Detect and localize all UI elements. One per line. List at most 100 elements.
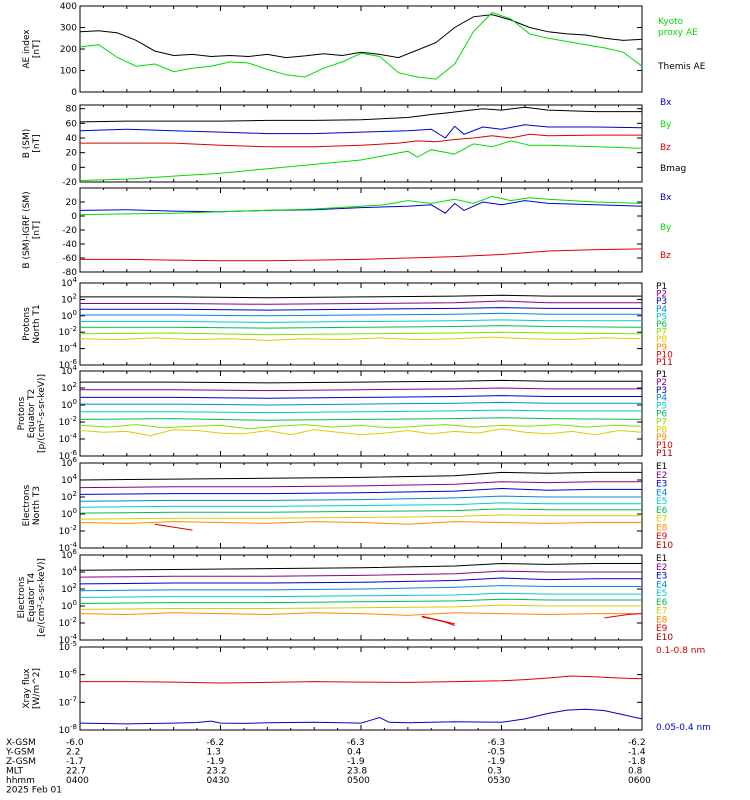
panel-bigrf: -80 -60 -40 -20 0 20 B (SM)-IGRF (SM) [nT] Bx By B…	[22, 187, 672, 278]
y-tick-label: 102	[61, 292, 77, 305]
y-tick-label: 10-6	[59, 358, 78, 371]
series-line	[80, 409, 642, 414]
y-tick-label: 104	[61, 276, 77, 289]
y-tick-label: 102	[61, 381, 77, 394]
panel-frame	[79, 282, 643, 366]
y-tick-label: 20	[66, 198, 78, 208]
y-axis-label: Xray flux	[22, 668, 32, 709]
y-axis-label: B (SM)	[22, 129, 32, 159]
legend-entry: Bx	[660, 98, 672, 108]
panel-ee4: 106 104 102 100 10-2 10-4 Electrons Equator T4[…	[17, 548, 673, 646]
legend-entry: Bmag	[660, 164, 686, 174]
time-axis-value: -6.0	[66, 738, 84, 748]
legend-entry: P4	[656, 305, 667, 315]
y-tick-label: 100	[60, 67, 77, 77]
series-line	[79, 14, 643, 59]
legend-entry: P9	[656, 433, 667, 443]
legend-entry: 0.1-0.8 nm	[656, 646, 705, 656]
legend-entry: Bz	[660, 251, 671, 261]
series-line	[79, 487, 642, 495]
series-line	[80, 675, 643, 684]
legend-entry: E6	[656, 598, 668, 608]
series-line	[79, 604, 642, 610]
time-axis-row-label: Y-GSM	[5, 748, 34, 758]
time-axis-row-label: hhmm	[6, 776, 35, 786]
time-axis-value: -6.3	[347, 738, 365, 748]
series-line	[79, 612, 642, 616]
y-tick-label: 300	[60, 24, 77, 34]
y-axis-label: B (SM)-IGRF (SM)	[22, 191, 32, 268]
time-axis-value: -1.7	[66, 757, 84, 767]
series-line	[79, 521, 642, 525]
y-axis-label: Electrons	[22, 484, 32, 526]
y-axis-label: Protons	[22, 307, 32, 341]
legend-entry: P4	[656, 394, 667, 404]
series-line	[79, 562, 642, 571]
legend-entry: P11	[656, 358, 673, 368]
time-axis-value: -1.9	[488, 757, 506, 767]
time-axis-value: -1.8	[628, 757, 646, 767]
y-axis-label: [nT]	[32, 134, 42, 152]
legend-entry: E5	[656, 497, 667, 507]
series-line	[79, 336, 643, 341]
series-line	[80, 395, 642, 399]
y-tick-label: -80	[62, 268, 77, 278]
legend-entry: By	[660, 223, 672, 233]
series-line	[79, 598, 642, 604]
y-tick-label: 10-8	[59, 723, 77, 736]
series-line	[79, 481, 642, 489]
y-tick-label: 104	[61, 565, 77, 578]
y-tick-label: 10-2	[59, 524, 77, 537]
time-axis-value: 0530	[488, 776, 511, 786]
legend-entry: E1	[656, 462, 667, 472]
series-line	[80, 312, 642, 317]
time-axis-value: 2.2	[66, 748, 80, 758]
time-axis-value: -6.3	[488, 738, 506, 748]
time-axis-value: -6.2	[628, 738, 646, 748]
y-tick-label: -60	[62, 254, 77, 264]
series-line	[79, 424, 643, 430]
legend-entry: P8	[656, 335, 667, 345]
series-line	[604, 613, 643, 619]
time-axis-value: -1.9	[207, 757, 225, 767]
legend-entry: E1	[656, 554, 667, 564]
legend-entry: proxy AE	[658, 28, 698, 38]
y-tick-label: 10-4	[59, 541, 78, 554]
time-axis-value: 0.8	[628, 767, 643, 777]
time-axis-row-label: MLT	[6, 767, 24, 777]
y-tick-label: 106	[61, 456, 77, 469]
series-line	[79, 428, 643, 437]
legend-entry: P6	[656, 320, 667, 330]
series-line	[154, 523, 193, 531]
legend-entry: P5	[656, 312, 667, 322]
legend-entry: Bz	[660, 143, 671, 153]
legend-entry: P3	[656, 297, 667, 307]
series-line	[80, 325, 643, 329]
series-line	[79, 124, 643, 139]
y-tick-label: 10-6	[59, 668, 78, 681]
series-line	[79, 140, 643, 181]
panel-frame	[79, 370, 643, 457]
series-line	[79, 200, 643, 214]
series-line	[80, 300, 642, 305]
y-tick-label: 80	[66, 105, 78, 115]
panel-bsm: -20 0 20 40 60 80 B (SM) [nT] Bx By Bz Bmag	[22, 98, 686, 188]
legend-entry: P1	[656, 282, 667, 292]
time-axis-row-label: Z-GSM	[6, 757, 36, 767]
time-axis-value: -0.5	[488, 748, 506, 758]
time-axis-value: -1.4	[628, 748, 646, 758]
series-line	[80, 294, 642, 299]
y-tick-label: 10-4	[59, 342, 78, 355]
legend-entry: P7	[656, 328, 667, 338]
series-line	[80, 401, 642, 406]
y-tick-label: 20	[66, 149, 78, 159]
y-axis-label: North T3	[32, 486, 42, 525]
time-axis-labels: X-GSM -6.0 -6.2 -6.3 -6.3 -6.2Y-GSM 2.2 1.3 0.4-…	[5, 738, 651, 796]
y-tick-label: 100	[61, 398, 77, 411]
y-tick-label: 10-2	[59, 415, 77, 428]
y-tick-label: -40	[62, 240, 77, 250]
time-axis-value: -1.9	[347, 757, 365, 767]
legend-entry: E2	[656, 471, 667, 481]
